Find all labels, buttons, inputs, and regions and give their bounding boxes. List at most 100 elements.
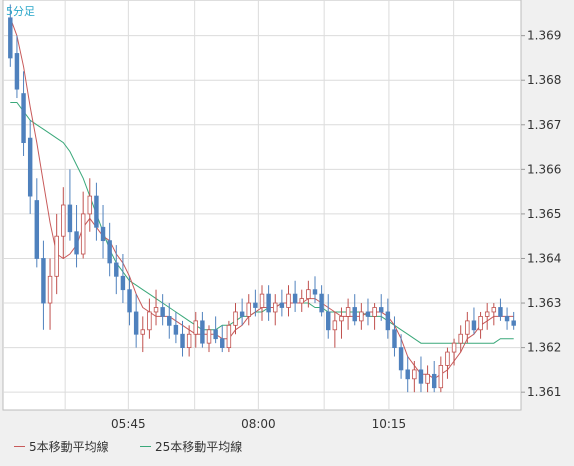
candle-body bbox=[233, 311, 238, 326]
candle-body bbox=[345, 307, 351, 317]
candle bbox=[312, 276, 318, 304]
candle bbox=[186, 325, 192, 357]
candle-body bbox=[458, 333, 463, 344]
candle-body bbox=[405, 369, 410, 380]
candle bbox=[107, 222, 112, 277]
y-tick-label: 1.364 bbox=[527, 251, 561, 265]
candle bbox=[147, 298, 152, 339]
candle bbox=[299, 289, 304, 312]
candle bbox=[458, 325, 463, 353]
candle bbox=[220, 325, 225, 353]
candle bbox=[511, 311, 516, 330]
candle bbox=[332, 311, 338, 348]
candle bbox=[120, 254, 126, 304]
candle bbox=[61, 187, 66, 259]
candle bbox=[87, 178, 93, 232]
candle-body bbox=[34, 200, 40, 259]
candle-body bbox=[392, 329, 397, 349]
candle bbox=[100, 205, 106, 259]
candle-body bbox=[498, 307, 503, 317]
candle-body bbox=[273, 302, 278, 313]
candle bbox=[193, 311, 198, 348]
y-tick-label: 1.363 bbox=[527, 296, 561, 310]
candle-body bbox=[279, 302, 285, 308]
y-axis: 1.369 1.368 1.367 1.366 1.365 1.364 1.363 1.362… bbox=[521, 29, 561, 399]
candle bbox=[471, 307, 477, 335]
candle-body bbox=[253, 302, 258, 308]
candle bbox=[41, 240, 46, 330]
candle bbox=[484, 303, 490, 330]
candle-body bbox=[21, 93, 26, 144]
candle-body bbox=[365, 311, 371, 317]
candle bbox=[418, 356, 424, 393]
candle-body bbox=[239, 311, 245, 317]
candle-body bbox=[41, 258, 46, 304]
candle bbox=[246, 294, 251, 326]
y-tick-label: 1.365 bbox=[527, 207, 561, 221]
candle-body bbox=[87, 195, 93, 215]
candle bbox=[94, 182, 99, 241]
candle bbox=[47, 258, 53, 330]
candle bbox=[286, 285, 291, 317]
candle bbox=[133, 294, 139, 348]
candle-body bbox=[319, 293, 324, 313]
candle-body bbox=[398, 347, 404, 371]
candle bbox=[67, 169, 73, 241]
candle-body bbox=[431, 373, 437, 389]
candle-body bbox=[306, 289, 311, 299]
candle-body bbox=[133, 311, 139, 335]
candle-body bbox=[484, 311, 490, 317]
candle-body bbox=[266, 293, 271, 313]
candle-body bbox=[120, 275, 126, 291]
candle bbox=[504, 307, 510, 330]
candle-body bbox=[74, 231, 79, 255]
y-tick-label: 1.366 bbox=[527, 162, 561, 176]
candle-body bbox=[412, 369, 417, 380]
candle bbox=[127, 276, 132, 326]
candle bbox=[21, 71, 26, 156]
grid bbox=[3, 0, 521, 410]
candle-body bbox=[167, 316, 172, 326]
candle-body bbox=[193, 320, 198, 335]
candle-body bbox=[100, 226, 106, 242]
candle bbox=[140, 316, 146, 353]
candle-body bbox=[180, 333, 185, 349]
y-tick-label: 1.361 bbox=[527, 385, 561, 399]
candle-body bbox=[127, 289, 132, 313]
candle-body bbox=[372, 307, 377, 317]
candle bbox=[160, 294, 165, 326]
candle bbox=[27, 120, 33, 214]
candle-body bbox=[8, 17, 13, 59]
candles bbox=[8, 4, 516, 393]
candle-body bbox=[491, 307, 497, 313]
candle-body bbox=[213, 329, 218, 340]
candle bbox=[378, 294, 384, 321]
candle bbox=[206, 325, 212, 353]
candle-body bbox=[153, 307, 159, 313]
candle bbox=[273, 294, 278, 326]
candle bbox=[266, 285, 271, 321]
candle-body bbox=[451, 342, 457, 353]
candle bbox=[365, 298, 371, 326]
candle bbox=[491, 303, 497, 326]
candle bbox=[80, 191, 86, 259]
candle bbox=[451, 338, 457, 366]
candle bbox=[498, 298, 503, 321]
candle bbox=[326, 294, 331, 339]
candle-body bbox=[438, 365, 444, 389]
candle-body bbox=[471, 320, 477, 331]
candle bbox=[438, 356, 444, 393]
candle bbox=[292, 280, 298, 312]
candle bbox=[319, 285, 324, 317]
candle bbox=[239, 298, 245, 326]
candle bbox=[398, 334, 404, 379]
candle bbox=[425, 365, 430, 393]
candle-body bbox=[186, 333, 192, 349]
plot-area bbox=[2, 0, 522, 411]
candle-body bbox=[299, 298, 304, 304]
candle bbox=[352, 294, 357, 326]
candle-body bbox=[246, 302, 251, 317]
candle-body bbox=[220, 338, 225, 349]
